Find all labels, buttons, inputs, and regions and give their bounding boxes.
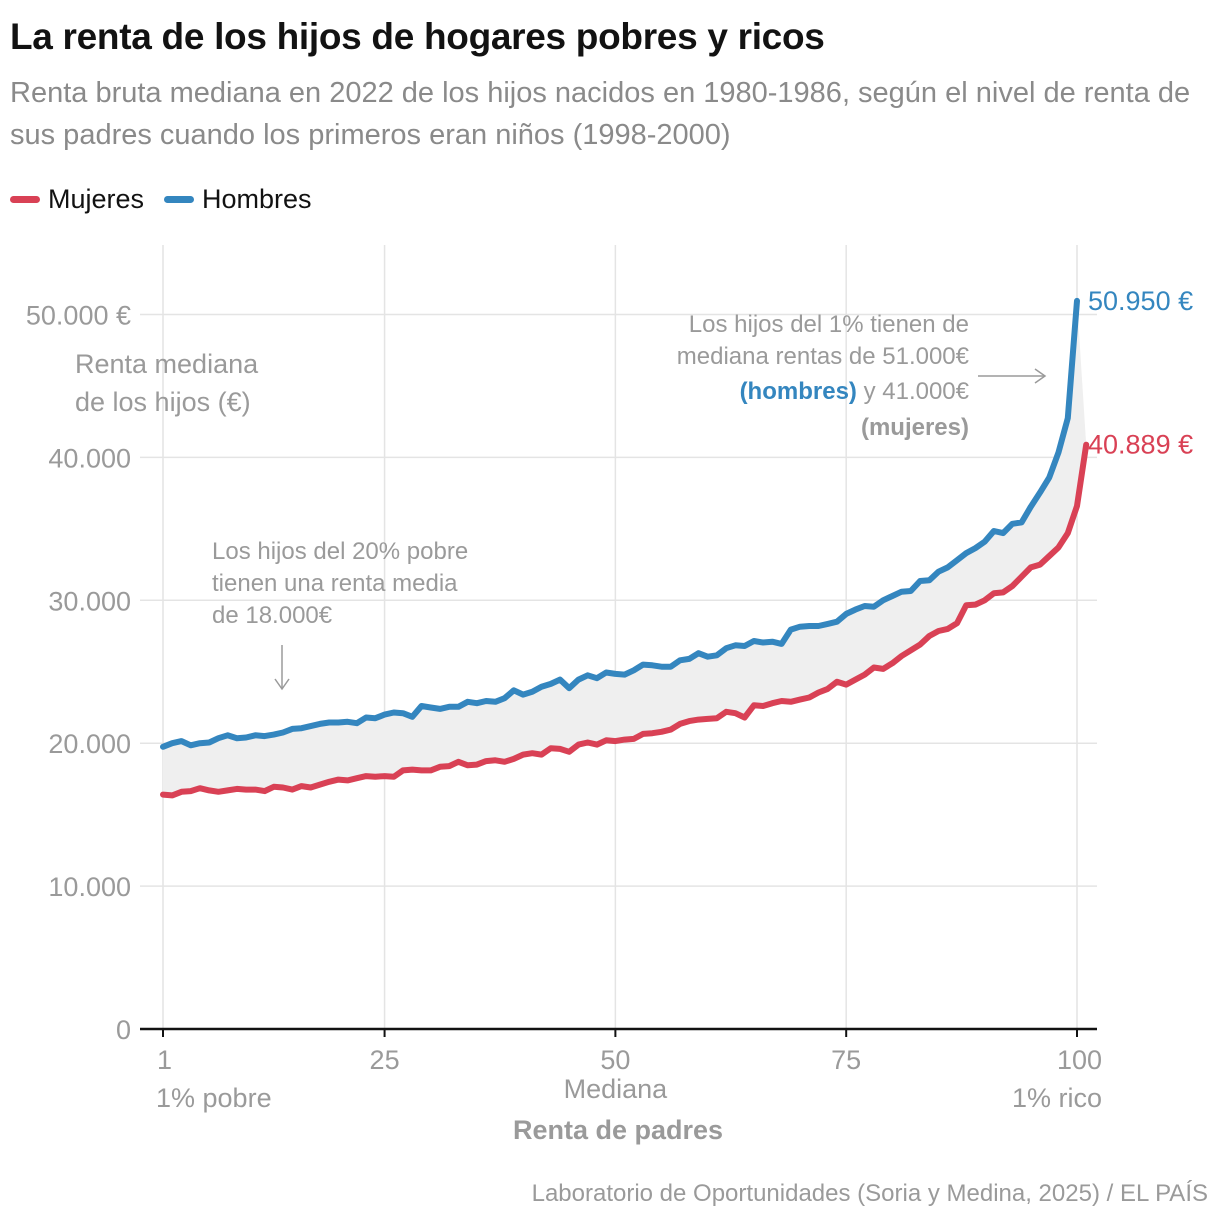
annotation-top-line3-rest: y 41.000€ xyxy=(857,378,970,405)
x-tick-sublabel: 1% pobre xyxy=(156,1083,272,1113)
x-tick-label: 1 xyxy=(157,1045,172,1075)
y-axis-title-line2: de los hijos (€) xyxy=(75,387,251,417)
chart-title: La renta de los hijos de hogares pobres … xyxy=(10,16,825,57)
end-label-hombres: 50.950 € xyxy=(1088,286,1193,316)
legend-swatch-mujeres xyxy=(10,196,40,203)
annotation-bottom-line2: tienen una renta media xyxy=(212,570,458,597)
x-axis-title: Renta de padres xyxy=(513,1115,723,1145)
legend-item-mujeres: Mujeres xyxy=(10,184,144,215)
y-tick-label: 40.000 xyxy=(48,443,131,473)
y-tick-label: 20.000 xyxy=(48,729,131,759)
x-tick-label: 100 xyxy=(1057,1045,1102,1075)
annotation-mujeres: (mujeres) xyxy=(861,414,969,441)
legend-label-hombres: Hombres xyxy=(202,184,312,214)
y-axis-title-line1: Renta mediana xyxy=(75,349,259,379)
annotation-top-line1: Los hijos del 1% tienen de xyxy=(689,311,969,338)
x-tick-sublabel: 1% rico xyxy=(1012,1083,1102,1113)
legend-item-hombres: Hombres xyxy=(164,184,312,215)
series-line-hombres xyxy=(160,297,1080,750)
annotation-bottom-line1: Los hijos del 20% pobre xyxy=(212,538,468,565)
y-tick-label: 50.000 € xyxy=(26,301,131,331)
x-tick-label: 25 xyxy=(370,1045,400,1075)
x-tick-label: 75 xyxy=(831,1045,861,1075)
annotation-top-line3: (hombres) y 41.000€ xyxy=(740,378,970,405)
y-tick-label: 0 xyxy=(116,1015,131,1045)
y-tick-label: 30.000 xyxy=(48,586,131,616)
gap-band xyxy=(163,300,1087,796)
annotation-top-arrowhead xyxy=(1034,368,1047,384)
end-label-mujeres: 40.889 € xyxy=(1088,430,1193,460)
legend-swatch-hombres xyxy=(164,196,195,203)
annotation-top-line2: mediana rentas de 51.000€ xyxy=(677,343,970,370)
source-note: Laboratorio de Oportunidades (Soria y Me… xyxy=(531,1180,1208,1207)
y-tick-label: 10.000 xyxy=(48,872,131,902)
x-tick-sublabel: Mediana xyxy=(564,1074,669,1104)
chart-subtitle: Renta bruta mediana en 2022 de los hijos… xyxy=(10,77,1191,151)
x-tick-label: 50 xyxy=(600,1045,630,1075)
annotation-hombres: (hombres) xyxy=(740,378,857,405)
legend: Mujeres Hombres xyxy=(10,184,312,215)
series-line-mujeres xyxy=(160,441,1090,799)
annotation-bottom-line3: de 18.000€ xyxy=(212,602,333,629)
annotation-bottom-arrowhead xyxy=(274,678,290,691)
legend-label-mujeres: Mujeres xyxy=(48,184,145,214)
